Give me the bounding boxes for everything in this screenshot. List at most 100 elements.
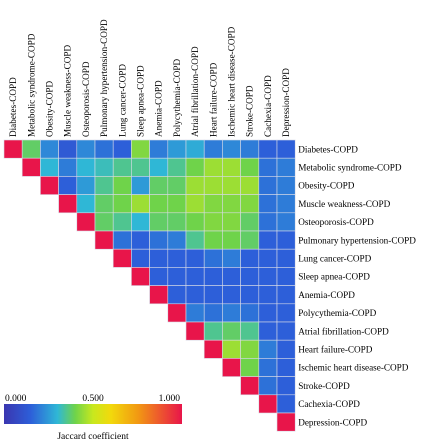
- heatmap-cell: [222, 339, 241, 359]
- heatmap-cell: [185, 194, 205, 214]
- heatmap-cell: [276, 194, 296, 214]
- column-label: Diabetes-COPD: [8, 77, 18, 137]
- heatmap-cell: [112, 212, 132, 232]
- heatmap-cell: [94, 230, 114, 250]
- heatmap-cell: [258, 212, 278, 232]
- heatmap-cell: [276, 285, 296, 305]
- legend-tick-label: 0.000: [5, 394, 27, 404]
- legend-tick-label: 0.500: [82, 394, 104, 404]
- column-label: Anemia-COPD: [154, 80, 164, 137]
- heatmap-cell: [258, 267, 278, 286]
- heatmap-cell: [222, 303, 241, 323]
- heatmap-cell: [240, 321, 260, 341]
- heatmap-cell: [203, 194, 223, 214]
- heatmap-cell: [240, 157, 260, 177]
- heatmap-cell: [222, 267, 241, 286]
- heatmap-cell: [185, 212, 205, 232]
- column-label: Depression-COPD: [281, 68, 291, 137]
- row-label: Diabetes-COPD: [298, 144, 358, 154]
- column-label: Metabolic syndrome-COPD: [26, 33, 36, 137]
- heatmap-cell: [276, 230, 296, 250]
- column-label: Muscle weakness-COPD: [63, 45, 73, 137]
- heatmap-cell: [276, 376, 296, 396]
- heatmap-cell: [131, 176, 150, 195]
- legend-tick-label: 1.000: [159, 394, 181, 404]
- row-label: Atrial fibrillation-COPD: [298, 326, 389, 336]
- heatmap-cell: [131, 267, 150, 286]
- heatmap-cell: [222, 194, 241, 214]
- heatmap-cell: [58, 139, 78, 159]
- heatmap-cell: [185, 230, 205, 250]
- heatmap-cell: [40, 139, 59, 159]
- heatmap-cell: [258, 176, 278, 195]
- heatmap-cell: [167, 285, 187, 305]
- heatmap-cell: [222, 139, 241, 159]
- heatmap-cell: [167, 157, 187, 177]
- heatmap-cell: [167, 267, 187, 286]
- heatmap-cell: [94, 194, 114, 214]
- heatmap-cell: [167, 248, 187, 268]
- row-labels: Diabetes-COPD Metabolic syndrome-COPD Obes…: [298, 144, 416, 427]
- heatmap-cell: [167, 176, 187, 195]
- heatmap-cell: [222, 157, 241, 177]
- heatmap-cell: [240, 230, 260, 250]
- row-label: Pulmonary hypertension-COPD: [298, 235, 416, 245]
- heatmap-cell: [185, 321, 205, 341]
- heatmap-cell: [94, 157, 114, 177]
- heatmap-cell: [240, 339, 260, 359]
- heatmap-cell: [203, 139, 223, 159]
- heatmap-cell: [167, 194, 187, 214]
- heatmap-cell: [21, 157, 41, 177]
- color-legend: Jaccard coefficient 0.000 0.500 1.000: [4, 394, 182, 442]
- heatmap-cell: [240, 194, 260, 214]
- heatmap-cell: [185, 267, 205, 286]
- heatmap-cell: [112, 248, 132, 268]
- heatmap-cell: [149, 267, 169, 286]
- heatmap-cell: [203, 321, 223, 341]
- heatmap-cell: [131, 139, 150, 159]
- heatmap-cell: [222, 321, 241, 341]
- heatmap-cell: [112, 157, 132, 177]
- heatmap-cell: [167, 303, 187, 323]
- row-label: Sleep apnea-COPD: [298, 272, 370, 282]
- heatmap-cell: [76, 194, 96, 214]
- row-label: Lung cancer-COPD: [298, 254, 371, 264]
- column-labels: Diabetes-COPD Metabolic syndrome-COPD Obes…: [8, 19, 291, 137]
- heatmap-cell: [94, 212, 114, 232]
- row-label: Osteoporosis-COPD: [298, 217, 374, 227]
- heatmap-cell: [203, 267, 223, 286]
- row-label: Obesity-COPD: [298, 181, 355, 191]
- heatmap-cell: [167, 230, 187, 250]
- heatmap-cell: [40, 176, 59, 195]
- heatmap-cell: [149, 212, 169, 232]
- heatmap-cell: [131, 230, 150, 250]
- column-label: Osteoporosis-COPD: [81, 61, 91, 137]
- heatmap-cell: [258, 339, 278, 359]
- heatmap-cell: [203, 230, 223, 250]
- row-label: Depression-COPD: [298, 417, 367, 427]
- heatmap-cell: [276, 412, 296, 432]
- heatmap-cell: [131, 157, 150, 177]
- column-label: Atrial fibrillation-COPD: [190, 46, 200, 137]
- row-label: Muscle weakness-COPD: [298, 199, 390, 209]
- heatmap-cells: [3, 139, 296, 432]
- heatmap-cell: [149, 176, 169, 195]
- heatmap-cell: [76, 157, 96, 177]
- heatmap-cell: [258, 230, 278, 250]
- column-label: Cachexia-COPD: [263, 75, 273, 137]
- heatmap-cell: [276, 321, 296, 341]
- heatmap-cell: [276, 212, 296, 232]
- heatmap-cell: [112, 194, 132, 214]
- heatmap-cell: [258, 157, 278, 177]
- column-label: Obesity-COPD: [45, 80, 55, 137]
- heatmap-cell: [240, 267, 260, 286]
- heatmap-cell: [240, 176, 260, 195]
- heatmap-cell: [112, 139, 132, 159]
- heatmap-cell: [58, 157, 78, 177]
- heatmap-cell: [276, 139, 296, 159]
- heatmap-cell: [222, 176, 241, 195]
- heatmap-cell: [222, 358, 241, 377]
- row-label: Anemia-COPD: [298, 290, 355, 300]
- heatmap-cell: [258, 394, 278, 414]
- heatmap-cell: [149, 157, 169, 177]
